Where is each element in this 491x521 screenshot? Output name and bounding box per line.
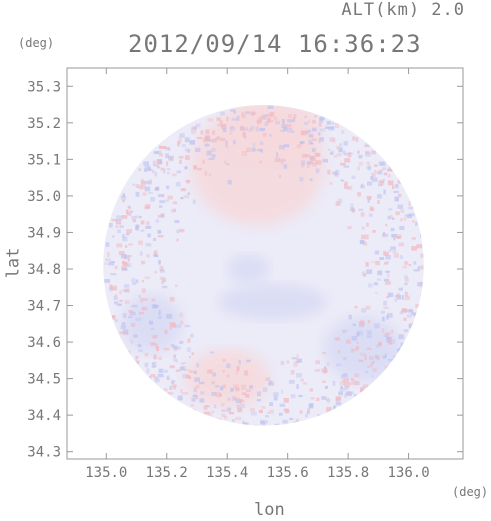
x-tick-label: 135.8 xyxy=(327,465,369,481)
y-tick-label: 35.0 xyxy=(27,189,61,205)
x-tick-label: 135.4 xyxy=(206,465,248,481)
y-tick-label: 34.5 xyxy=(27,372,61,388)
y-tick-label: 35.3 xyxy=(27,79,61,95)
x-tick-label: 135.2 xyxy=(146,465,188,481)
altitude-label: ALT(km) 2.0 xyxy=(341,0,465,20)
y-unit-label: (deg) xyxy=(18,36,55,50)
y-tick-label: 34.7 xyxy=(27,299,61,315)
y-tick-label: 35.2 xyxy=(27,116,61,132)
timestamp-title: 2012/09/14 16:36:23 xyxy=(128,30,422,58)
y-tick-label: 34.3 xyxy=(27,445,61,461)
y-tick-label: 34.4 xyxy=(27,408,61,424)
region-positive-4 xyxy=(184,349,270,408)
y-tick-label: 35.1 xyxy=(27,152,61,168)
x-tick-label: 136.0 xyxy=(388,465,430,481)
radar-field xyxy=(103,105,424,426)
x-unit-label: (deg) xyxy=(452,485,489,499)
speckle-noise xyxy=(104,105,424,426)
x-tick-label: 135.0 xyxy=(85,465,127,481)
region-negative-2 xyxy=(218,283,327,321)
y-tick-label: 34.8 xyxy=(27,262,61,278)
axis-ticks: 135.0 135.2 135.4 135.6 135.8 136.0 34.3 34.4 34… xyxy=(27,68,463,481)
x-axis-label: lon xyxy=(254,500,285,520)
radar-regions xyxy=(104,105,424,426)
region-negative-3 xyxy=(227,254,270,284)
x-tick-label: 135.6 xyxy=(267,465,309,481)
y-tick-label: 34.6 xyxy=(27,335,61,351)
y-tick-label: 34.9 xyxy=(27,225,61,241)
plot-frame xyxy=(66,67,464,460)
